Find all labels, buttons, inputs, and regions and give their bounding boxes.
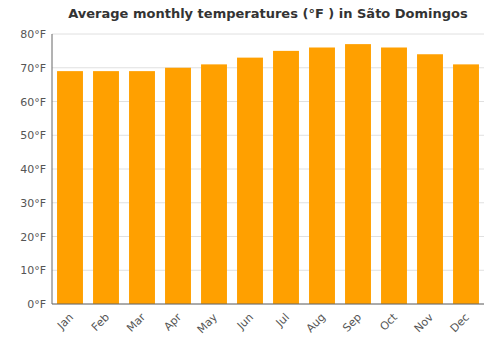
bar (453, 64, 479, 304)
bar (165, 68, 191, 304)
x-tick-label: Aug (304, 311, 328, 335)
y-axis-line (52, 34, 53, 304)
bar (129, 71, 155, 304)
y-tick-label: 60°F (20, 96, 46, 109)
x-tick-label: Mar (124, 310, 148, 334)
x-tick-label: Jun (234, 311, 256, 333)
bar (201, 64, 227, 304)
y-tick-label: 20°F (20, 231, 46, 244)
y-tick-label: 80°F (20, 28, 46, 41)
bar (237, 58, 263, 304)
y-tick-label: 0°F (27, 298, 46, 311)
title: Average monthly temperatures (°F ) in Sã… (68, 6, 468, 21)
x-tick-label: Apr (161, 310, 184, 333)
bar (417, 54, 443, 304)
bar (309, 48, 335, 305)
x-tick-label: Dec (448, 311, 472, 335)
y-tick-label: 40°F (20, 163, 46, 176)
bar (93, 71, 119, 304)
x-tick-label: Jan (54, 311, 76, 333)
bar (273, 51, 299, 304)
grid (52, 34, 484, 304)
grid-line (52, 304, 484, 305)
y-tick-label: 30°F (20, 197, 46, 210)
x-tick-label: Sep (340, 311, 364, 335)
bar (381, 48, 407, 305)
x-tick-label: Feb (89, 311, 112, 334)
x-tick-label: Jul (273, 311, 292, 330)
grid-line (52, 34, 484, 35)
bars (57, 44, 479, 304)
y-tick-label: 50°F (20, 129, 46, 142)
x-tick-label: Oct (377, 310, 400, 333)
x-tick-label: May (195, 310, 221, 336)
bar (57, 71, 83, 304)
y-tick-label: 70°F (20, 62, 46, 75)
chart-container: Average monthly temperatures (°F ) in Sã… (0, 0, 500, 350)
y-tick-label: 10°F (20, 264, 46, 277)
x-axis-line (52, 304, 484, 305)
x-tick-label: Nov (412, 310, 437, 335)
bar (345, 44, 371, 304)
chart: Average monthly temperatures (°F ) in Sã… (0, 0, 500, 350)
